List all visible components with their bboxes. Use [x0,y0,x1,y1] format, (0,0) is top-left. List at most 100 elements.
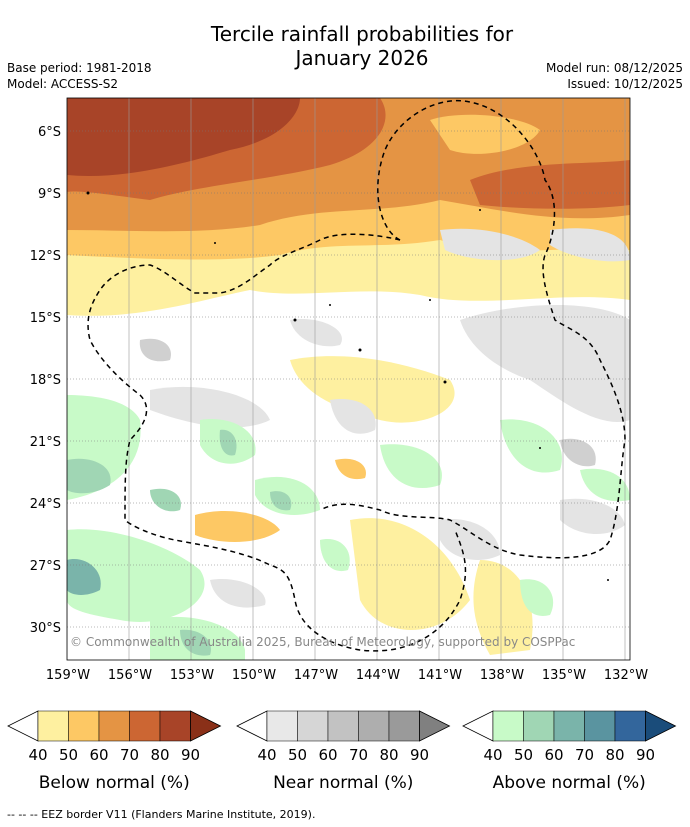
colorbar-1-tick-1: 50 [288,746,307,764]
colorbar-1-tick-0: 40 [257,746,276,764]
colorbar-1-cell-1 [297,710,329,742]
meta-left: Base period: 1981-2018 Model: ACCESS-S2 [7,60,152,92]
near-normal-patch-8 [560,498,625,535]
above-normal-40-patch-7 [320,539,350,572]
colorbar-2-tick-3: 70 [575,746,594,764]
near-normal-patch-2 [550,228,630,262]
above-normal-50-patch-west [67,458,111,494]
lat-label-9s: 9°S [38,187,61,202]
colorbar-0: 40 50 60 70 80 90 Below normal (%) [7,710,222,793]
colorbar-0-cell-2 [98,710,130,742]
colorbar-0-title: Below normal (%) [39,773,190,793]
island-5 [358,348,362,352]
colorbar-2-tick-4: 80 [605,746,624,764]
colorbar-0-cell-4 [159,710,191,742]
colorbar-1-cell-0 [266,710,298,742]
island-9 [539,447,541,449]
lat-label-15s: 15°S [30,311,61,326]
below-normal-80-region [67,98,300,176]
near-normal-patch-6 [330,399,376,434]
above-normal-50-patch-4 [150,488,181,512]
eez-footnote: -- -- -- EEZ border V11 (Flanders Marine… [7,808,316,821]
lat-gridlines [67,130,630,628]
lat-axis: 6°S 9°S 12°S 15°S 18°S 21°S 24°S 27°S 30… [30,125,61,636]
colorbar-0-cell-0 [37,710,69,742]
lat-label-24s: 24°S [30,497,61,512]
above-normal-60-patch-sw [67,559,101,595]
colorbar-2-tick-0: 40 [483,746,502,764]
colorbar-2-title: Above normal (%) [493,773,646,793]
colorbar-1-min-extend [236,710,268,742]
lat-label-21s: 21°S [30,435,61,450]
below-normal-40-patch-south [350,518,470,630]
model-name: Model: ACCESS-S2 [7,77,119,91]
chart-title: Tercile rainfall probabilities for Janua… [0,22,690,70]
colorbar-2-cell-1 [523,710,555,742]
lon-label-144w: 144°W [356,668,400,683]
base-period: Base period: 1981-2018 [7,61,152,75]
lon-label-141w: 141°W [418,668,462,683]
colorbar-1-cell-4 [388,710,420,742]
near-normal-patch-9 [210,579,266,608]
title-line-2: January 2026 [295,46,429,70]
island-1 [86,191,90,195]
island-markers [86,191,609,581]
island-10 [607,579,609,581]
colorbar-1-tick-3: 70 [349,746,368,764]
above-normal-40-patch-6 [580,468,630,502]
colorbar-1-title: Near normal (%) [273,773,413,793]
colorbar-0-cell-1 [68,710,100,742]
colorbar-2-tick-2: 60 [544,746,563,764]
island-4 [329,304,331,306]
eez-border-east [319,100,626,559]
colorbar-0-tick-3: 70 [120,746,139,764]
colorbar-0-tick-2: 60 [89,746,108,764]
near-normal-patch-east [460,305,630,422]
colorbar-2: 40 50 60 70 80 90 Above normal (%) [462,710,677,793]
colorbar-0-max-extend [190,710,222,742]
colorbar-0-tick-5: 90 [181,746,200,764]
lon-label-147w: 147°W [294,668,338,683]
above-normal-50-patch-2 [219,429,237,456]
below-normal-40-patch-central [290,356,455,423]
issued-date: Issued: 10/12/2025 [567,77,683,91]
colorbar-2-max-extend [645,710,677,742]
island-7 [443,380,447,384]
colorbar-0-cell-3 [129,710,161,742]
lat-label-27s: 27°S [30,559,61,574]
colorbar-1-max-extend [419,710,451,742]
legend-colorbars: 40 50 60 70 80 90 Below normal (%) 40 50 60 70 80 90… [7,710,677,793]
above-normal-40-patch-sw [67,529,205,622]
near-normal-patch-7 [440,519,500,560]
colorbar-2-cell-2 [553,710,585,742]
colorbar-1-tick-2: 60 [318,746,337,764]
lat-label-6s: 6°S [38,125,61,140]
colorbar-2-cell-3 [584,710,616,742]
lon-label-150w: 150°W [232,668,276,683]
lon-label-132w: 132°W [604,668,648,683]
colorbar-1-tick-4: 80 [379,746,398,764]
below-normal-40-patch-se [473,560,533,655]
eez-border-west [87,233,467,652]
colorbar-2-tick-5: 90 [636,746,655,764]
colorbar-1-tick-5: 90 [410,746,429,764]
above-normal-50-patch-south [180,629,211,656]
above-normal-50-patch-3 [270,491,292,511]
above-normal-40-patch-5 [500,419,562,473]
island-6 [429,299,431,301]
colorbar-1-cell-3 [358,710,390,742]
lon-label-156w: 156°W [108,668,152,683]
near-normal-patch-4 [139,338,171,362]
near-normal-patch-3 [290,319,342,347]
colorbar-0-tick-1: 50 [59,746,78,764]
colorbar-0-tick-0: 40 [28,746,47,764]
lat-label-18s: 18°S [30,373,61,388]
colorbar-2-min-extend [462,710,494,742]
near-normal-patch-10 [560,438,596,467]
copyright-notice: © Commonwealth of Australia 2025, Bureau… [70,635,575,649]
eez-border [87,100,626,652]
near-normal-patch-1 [440,228,540,261]
colorbar-1: 40 50 60 70 80 90 Near normal (%) [236,710,451,793]
near-normal-patch-5 [150,386,270,428]
